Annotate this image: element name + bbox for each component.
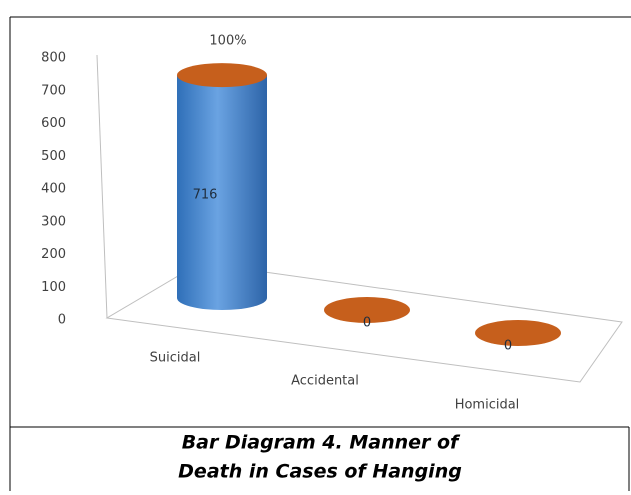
y-axis (96, 54, 108, 319)
annotation: 100% (209, 34, 246, 49)
value-label: 0 (504, 339, 512, 354)
y-tick-label: 600 (41, 116, 66, 131)
value-label: 0 (363, 316, 371, 331)
y-tick-label: 500 (41, 149, 66, 164)
cylinder-body (177, 75, 267, 311)
cylinder-top (177, 63, 267, 88)
y-tick-label: 400 (41, 182, 66, 197)
y-tick-label: 800 (41, 51, 66, 66)
y-tick-label: 300 (41, 214, 66, 229)
floor (105, 262, 623, 383)
caption-line: Bar Diagram 4. Manner of (182, 432, 461, 454)
cylinder-top (324, 297, 410, 323)
y-tick-label: 200 (41, 247, 66, 262)
y-tick-label: 700 (41, 83, 66, 98)
value-label: 716 (193, 188, 218, 203)
cylinder-top (475, 320, 561, 346)
caption-line: Death in Cases of Hanging (178, 461, 462, 483)
y-tick-label: 0 (58, 313, 66, 328)
x-tick-label: Suicidal (150, 351, 201, 366)
y-tick-label: 100 (41, 280, 66, 295)
x-tick-label: Homicidal (455, 398, 520, 413)
x-tick-label: Accidental (291, 374, 359, 389)
